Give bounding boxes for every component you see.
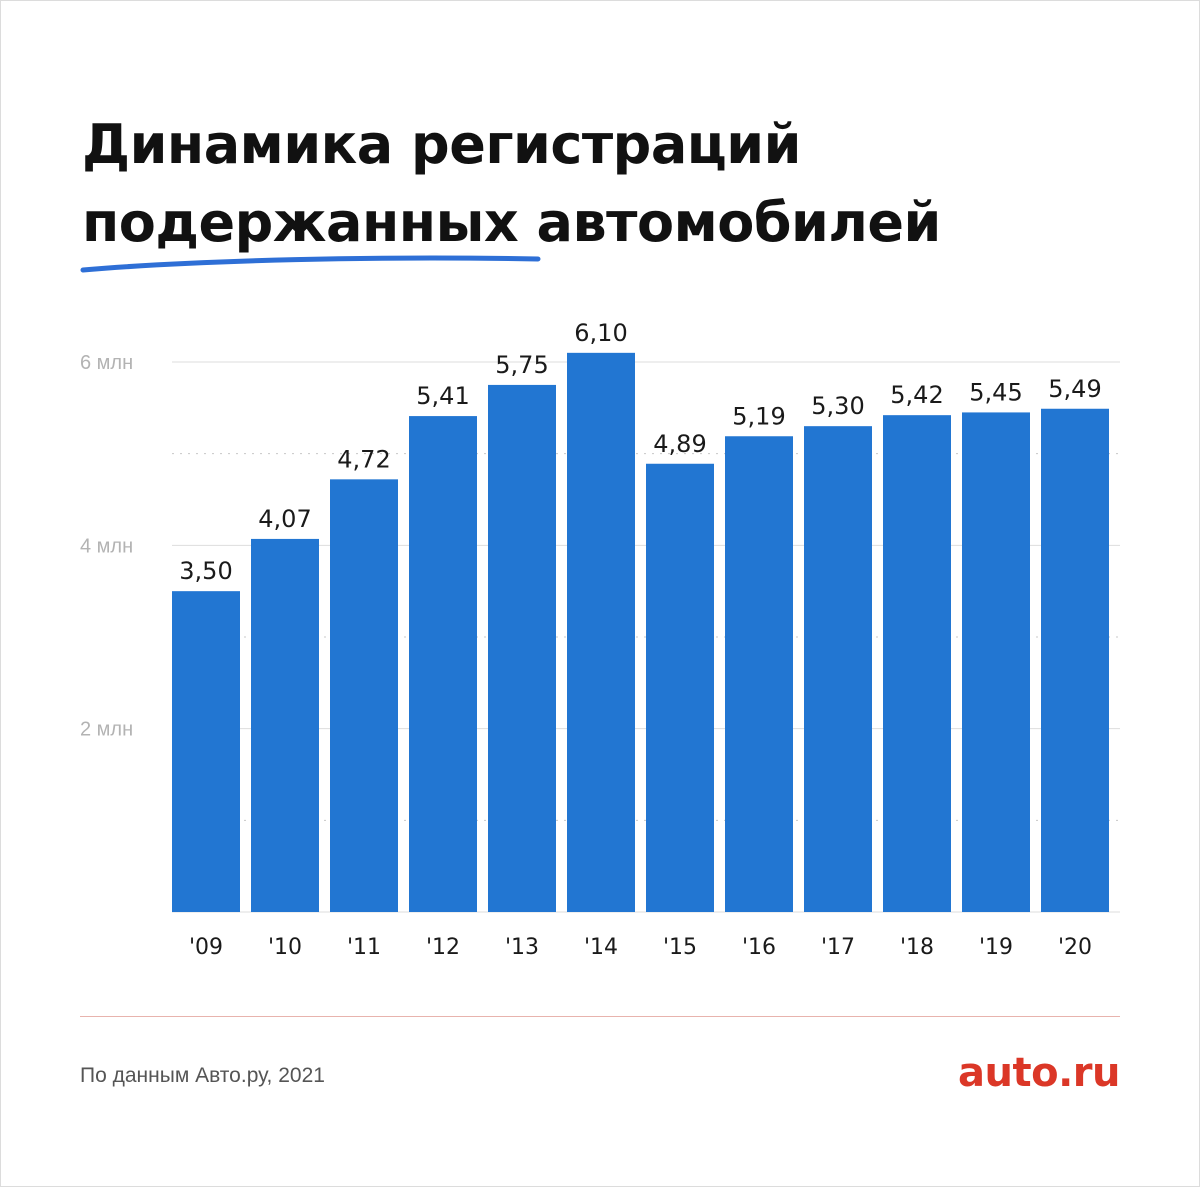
x-category-label: '12	[426, 935, 460, 960]
y-axis-ticks: 2 млн 4 млн 6 млн	[80, 352, 133, 741]
y-tick-label: 6 млн	[80, 352, 133, 374]
bar	[804, 426, 872, 912]
bar-value-label: 5,19	[732, 402, 785, 430]
x-category-label: '14	[584, 935, 618, 960]
bar-value-label: 5,42	[890, 381, 943, 409]
bar	[330, 479, 398, 912]
y-tick-label: 4 млн	[80, 535, 133, 557]
title-underline	[80, 255, 541, 273]
bar	[567, 352, 635, 912]
x-category-label: '20	[1058, 935, 1092, 960]
title-line-1: Динамика регистраций	[82, 113, 801, 176]
bars	[172, 352, 1109, 913]
auto-ru-logo[interactable]: auto.ru	[958, 1050, 1120, 1096]
bar	[251, 538, 319, 912]
chart-title: Динамика регистраций подержанных автомоб…	[82, 106, 941, 262]
bar-value-label: 5,45	[969, 378, 1022, 406]
bar-value-labels: 3,50 4,07 4,72 5,41 5,75 6,10 4,89 5,19 5,30 5,42…	[179, 319, 1101, 585]
x-category-label: '13	[505, 935, 539, 960]
bar-value-label: 5,75	[495, 351, 548, 379]
title-line-2: подержанных автомобилей	[82, 191, 941, 254]
bar-value-label: 4,72	[337, 445, 390, 473]
x-category-label: '15	[663, 935, 697, 960]
bar	[883, 415, 951, 912]
x-category-label: '19	[979, 935, 1013, 960]
x-category-label: '16	[742, 935, 776, 960]
bar-value-label: 5,49	[1048, 375, 1101, 403]
bar-value-label: 6,10	[574, 319, 627, 347]
bar-value-label: 4,89	[653, 430, 706, 458]
source-note: По данным Авто.ру, 2021	[80, 1064, 325, 1087]
bar	[409, 416, 477, 912]
y-tick-label: 2 млн	[80, 719, 133, 741]
bar-chart: 2 млн 4 млн 6 млн 3,50 4,07 4,72 5,41 5,75 6,10…	[80, 319, 1120, 960]
footer-divider	[80, 1016, 1120, 1017]
x-axis-categories: '09 '10 '11 '12 '13 '14 '15 '16 '17 '18 '19 '20	[189, 935, 1092, 960]
bar	[962, 412, 1030, 912]
x-category-label: '10	[268, 935, 302, 960]
bar	[725, 436, 793, 912]
bar-value-label: 3,50	[179, 557, 232, 585]
bar-value-label: 5,30	[811, 392, 864, 420]
bar-value-label: 4,07	[258, 505, 311, 533]
bar-value-label: 5,41	[416, 382, 469, 410]
bar	[172, 591, 240, 912]
x-category-label: '18	[900, 935, 934, 960]
bar	[1041, 408, 1109, 912]
bar	[488, 384, 556, 913]
x-category-label: '09	[189, 935, 223, 960]
x-category-label: '11	[347, 935, 381, 960]
x-category-label: '17	[821, 935, 855, 960]
bar	[646, 463, 714, 912]
